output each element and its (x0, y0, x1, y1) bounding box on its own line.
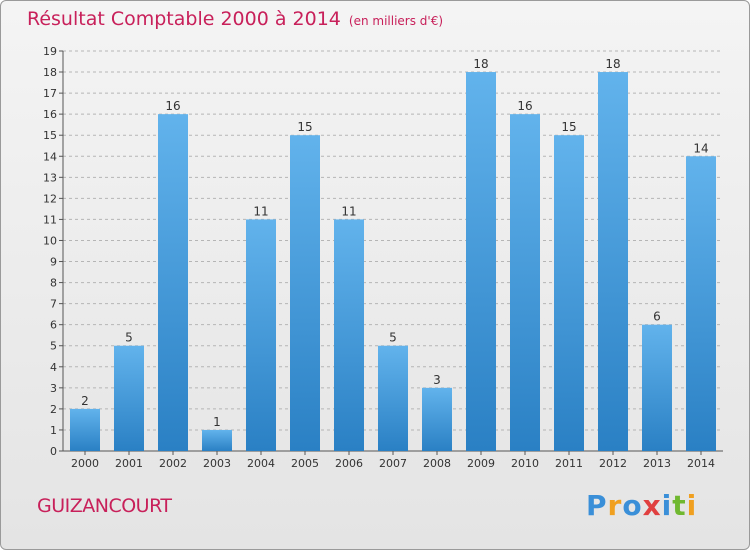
bar (598, 72, 628, 451)
bar-value-label: 2 (81, 394, 89, 408)
bar-value-label: 15 (297, 120, 312, 134)
logo-letter: x (642, 489, 662, 522)
y-tick-label: 6 (50, 319, 57, 332)
bar-value-label: 5 (389, 331, 397, 345)
bar (158, 114, 188, 451)
bar-value-label: 18 (605, 57, 620, 71)
bar (202, 429, 232, 451)
y-tick-label: 12 (43, 192, 57, 205)
logo-letter: r (607, 489, 623, 522)
y-tick-label: 17 (43, 87, 57, 100)
x-tick-label: 2007 (379, 457, 407, 470)
bar-value-label: 6 (653, 310, 661, 324)
bar (70, 408, 100, 451)
bar (642, 324, 672, 451)
x-tick-label: 2004 (247, 457, 275, 470)
logo-letter: i (661, 489, 673, 522)
y-tick-label: 5 (50, 340, 57, 353)
logo-letter: t (672, 489, 687, 522)
proxiti-logo: Proxiti (586, 489, 697, 522)
y-tick-label: 15 (43, 129, 57, 142)
x-tick-label: 2012 (599, 457, 627, 470)
bar-value-label: 3 (433, 373, 441, 387)
y-tick-label: 2 (50, 403, 57, 416)
bar-value-label: 18 (473, 57, 488, 71)
y-tick-label: 16 (43, 108, 57, 121)
x-tick-label: 2005 (291, 457, 319, 470)
y-tick-label: 14 (43, 150, 57, 163)
y-tick-label: 7 (50, 298, 57, 311)
bar (114, 345, 144, 451)
x-tick-label: 2014 (687, 457, 715, 470)
y-tick-label: 4 (50, 361, 57, 374)
y-tick-label: 18 (43, 66, 57, 79)
y-tick-label: 19 (43, 45, 57, 58)
bar-value-label: 16 (517, 99, 532, 113)
bar (686, 156, 716, 451)
x-tick-label: 2001 (115, 457, 143, 470)
x-tick-label: 2011 (555, 457, 583, 470)
chart-title-text: Résultat Comptable 2000 à 2014 (27, 8, 341, 30)
x-tick-label: 2006 (335, 457, 363, 470)
y-tick-label: 13 (43, 171, 57, 184)
y-tick-label: 9 (50, 256, 57, 269)
x-tick-label: 2013 (643, 457, 671, 470)
bar (246, 219, 276, 451)
y-tick-label: 10 (43, 234, 57, 247)
x-tick-label: 2000 (71, 457, 99, 470)
y-tick-label: 8 (50, 277, 57, 290)
chart-subtitle: (en milliers d'€) (348, 14, 444, 28)
logo-letter: o (622, 489, 643, 522)
commune-name: GUIZANCOURT (37, 495, 172, 517)
logo-letter: i (686, 489, 698, 522)
y-tick-label: 0 (50, 445, 57, 458)
logo-letter: P (586, 489, 608, 522)
bar (422, 387, 452, 451)
y-tick-label: 3 (50, 382, 57, 395)
bar (554, 135, 584, 452)
bar (290, 135, 320, 452)
bar-value-label: 11 (341, 204, 356, 218)
y-tick-label: 11 (43, 213, 57, 226)
y-tick-label: 1 (50, 424, 57, 437)
chart-title: Résultat Comptable 2000 à 2014 (en millie… (27, 8, 443, 30)
x-tick-label: 2003 (203, 457, 231, 470)
x-tick-label: 2009 (467, 457, 495, 470)
bar-value-label: 11 (253, 204, 268, 218)
x-tick-label: 2008 (423, 457, 451, 470)
x-tick-label: 2002 (159, 457, 187, 470)
bar-value-label: 5 (125, 331, 133, 345)
bar (466, 72, 496, 451)
bar-value-label: 15 (561, 120, 576, 134)
bar-value-label: 1 (213, 415, 221, 429)
bar (510, 114, 540, 451)
bar-value-label: 14 (693, 141, 708, 155)
bar (378, 345, 408, 451)
x-tick-label: 2010 (511, 457, 539, 470)
bar-value-label: 16 (165, 99, 180, 113)
bar (334, 219, 364, 451)
